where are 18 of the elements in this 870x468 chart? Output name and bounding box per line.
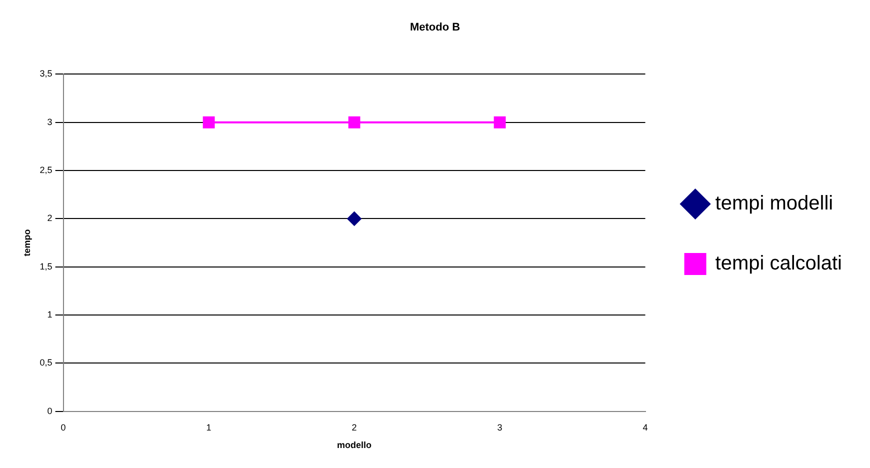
x-tick-label: 4 — [642, 422, 648, 432]
y-tick-label: 1,5 — [40, 261, 52, 272]
y-axis-title: tempo — [22, 228, 32, 256]
y-tick-label: 0 — [47, 406, 52, 416]
x-tick-label: 1 — [206, 422, 212, 432]
y-tick-label: 1 — [47, 310, 52, 320]
y-tick-label: 2,5 — [40, 165, 52, 176]
y-tick-label: 3 — [47, 116, 52, 127]
x-tick-label: 2 — [352, 422, 357, 432]
legend-label: tempi calcolati — [715, 252, 842, 275]
x-tick-label: 3 — [497, 422, 502, 432]
x-tick-label: 0 — [60, 422, 66, 432]
x-axis-title: modello — [337, 440, 372, 450]
y-tick-label: 3,5 — [40, 68, 52, 79]
chart-title: Metodo B — [410, 22, 460, 34]
y-tick-label: 0,5 — [40, 358, 52, 368]
legend-label: tempi modelli — [715, 192, 834, 215]
y-tick-label: 2 — [47, 213, 52, 224]
